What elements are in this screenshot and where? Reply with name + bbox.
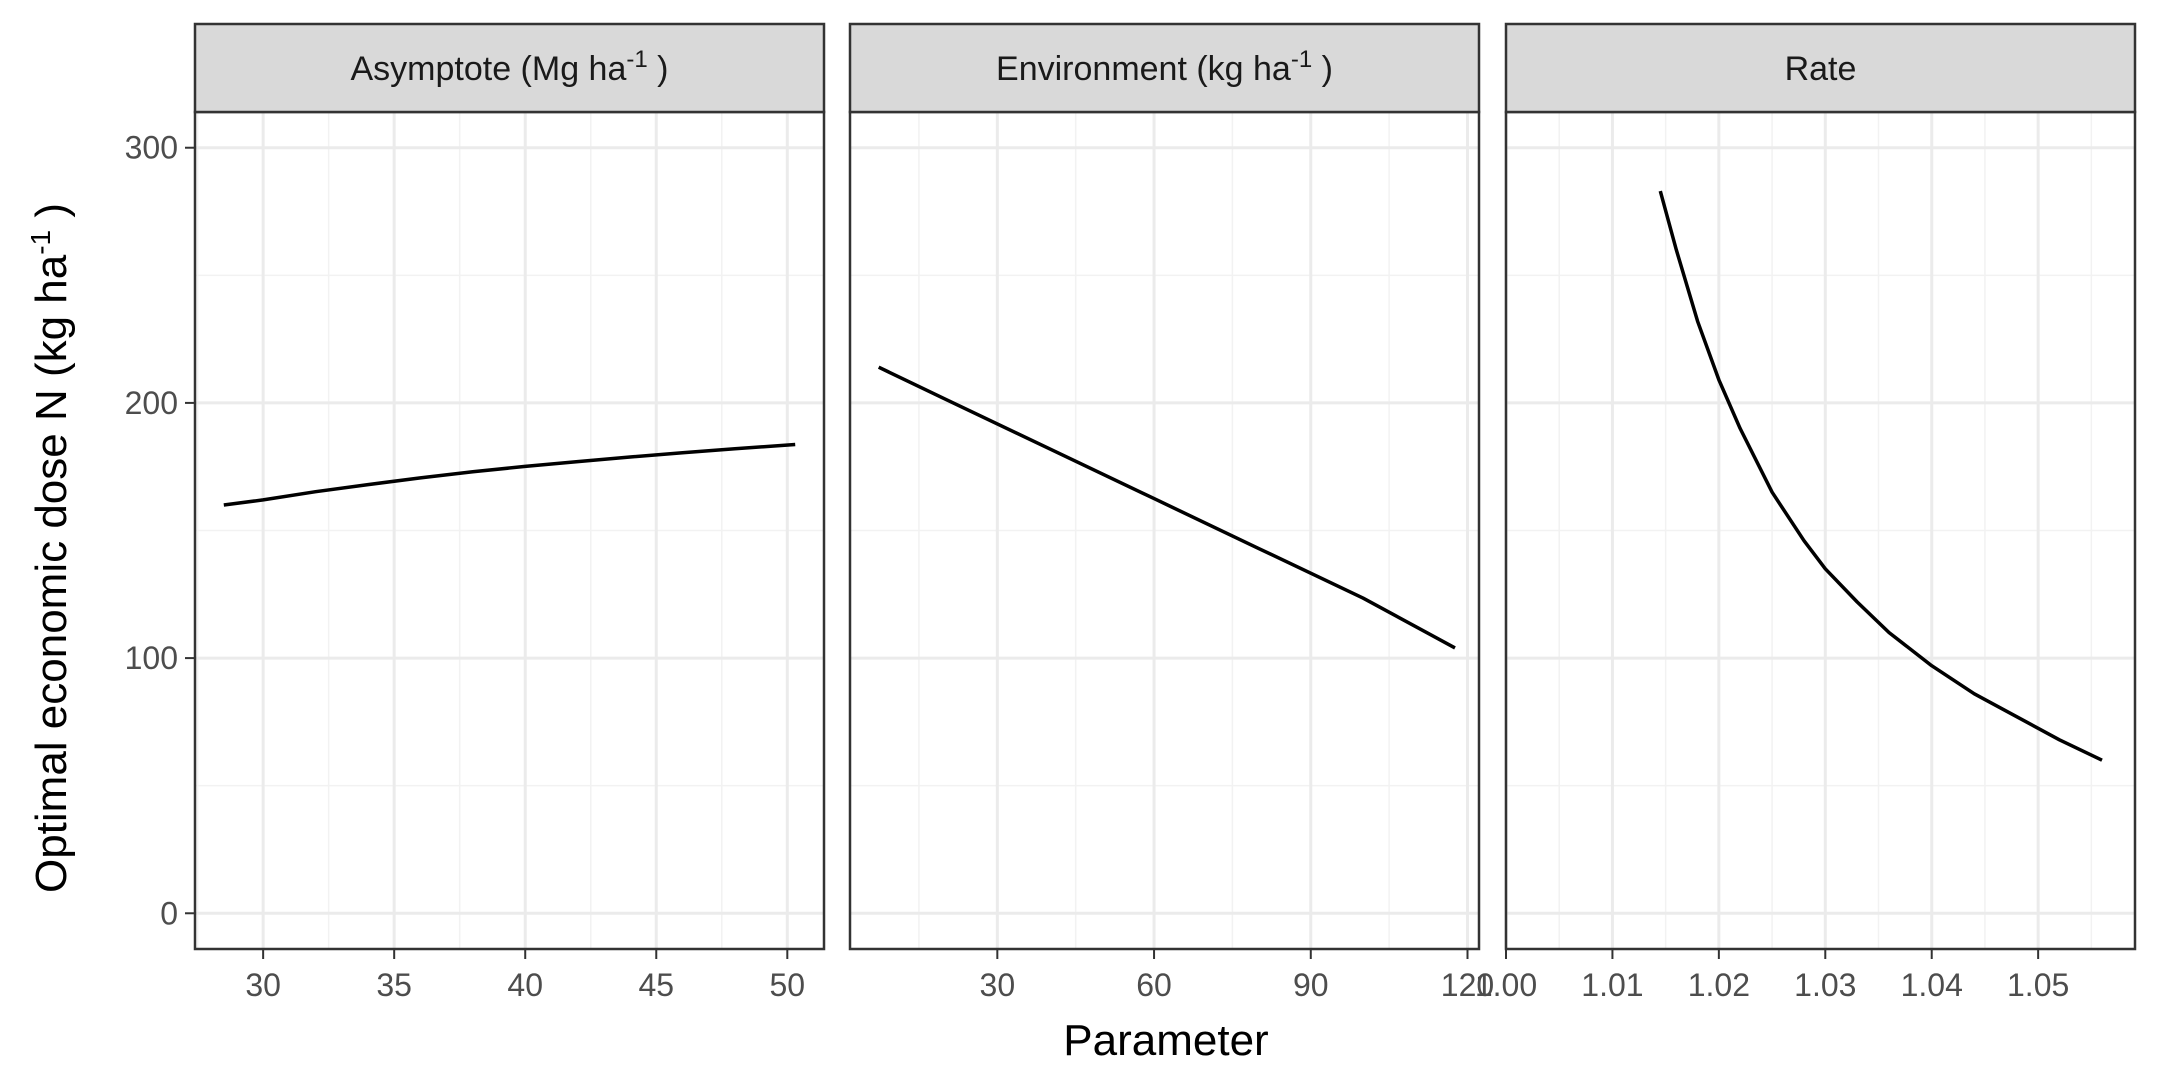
x-tick-label: 40: [507, 967, 543, 1003]
facet-panel: Environment (kg ha-1 ) 30 60 90 120: [848, 22, 1494, 1003]
x-axis-title: Parameter: [1063, 1016, 1268, 1065]
y-tick-label: 300: [125, 130, 178, 166]
x-tick-label: 1.00: [1475, 967, 1537, 1003]
x-tick-label: 30: [980, 967, 1016, 1003]
series-line: [223, 442, 796, 507]
y-tick-label: 0: [160, 895, 178, 931]
facet-panel: Asymptote (Mg ha-1 ) 30 35 40 45 50: [193, 22, 826, 1003]
y-axis: 0 100 200 300: [125, 130, 195, 931]
facet-strip-label: Environment (kg ha-1 ): [996, 46, 1333, 88]
x-tick-label: 30: [245, 967, 281, 1003]
x-tick-label: 1.04: [1901, 967, 1963, 1003]
series-line: [1658, 190, 2103, 762]
x-tick-label: 1.02: [1688, 967, 1750, 1003]
x-tick-label: 1.03: [1794, 967, 1856, 1003]
x-tick-label: 50: [770, 967, 806, 1003]
facet-strip-label: Rate: [1785, 50, 1857, 88]
x-tick-label: 120: [1441, 967, 1494, 1003]
facet-strip: [848, 22, 1481, 114]
facet-strip: [193, 22, 826, 114]
y-axis-title: Optimal economic dose N (kg ha-1 ): [25, 203, 76, 893]
x-tick-label: 90: [1293, 967, 1329, 1003]
x-tick-label: 35: [376, 967, 412, 1003]
x-tick-label: 1.01: [1581, 967, 1643, 1003]
y-tick-label: 200: [125, 385, 178, 421]
series-line: [877, 365, 1456, 650]
facet-strip-label: Asymptote (Mg ha-1 ): [350, 46, 668, 88]
x-tick-label: 45: [638, 967, 674, 1003]
x-tick-label: 1.05: [2007, 967, 2069, 1003]
facet-strip: [1504, 22, 2137, 114]
facet-panel: Rate 1.00 1.01 1.02 1.03 1.04 1.05: [1475, 22, 2137, 1003]
panels: Asymptote (Mg ha-1 ) 30 35 40 45 50 Environmen…: [193, 22, 2137, 1003]
x-tick-label: 60: [1136, 967, 1172, 1003]
y-tick-label: 100: [125, 640, 178, 676]
